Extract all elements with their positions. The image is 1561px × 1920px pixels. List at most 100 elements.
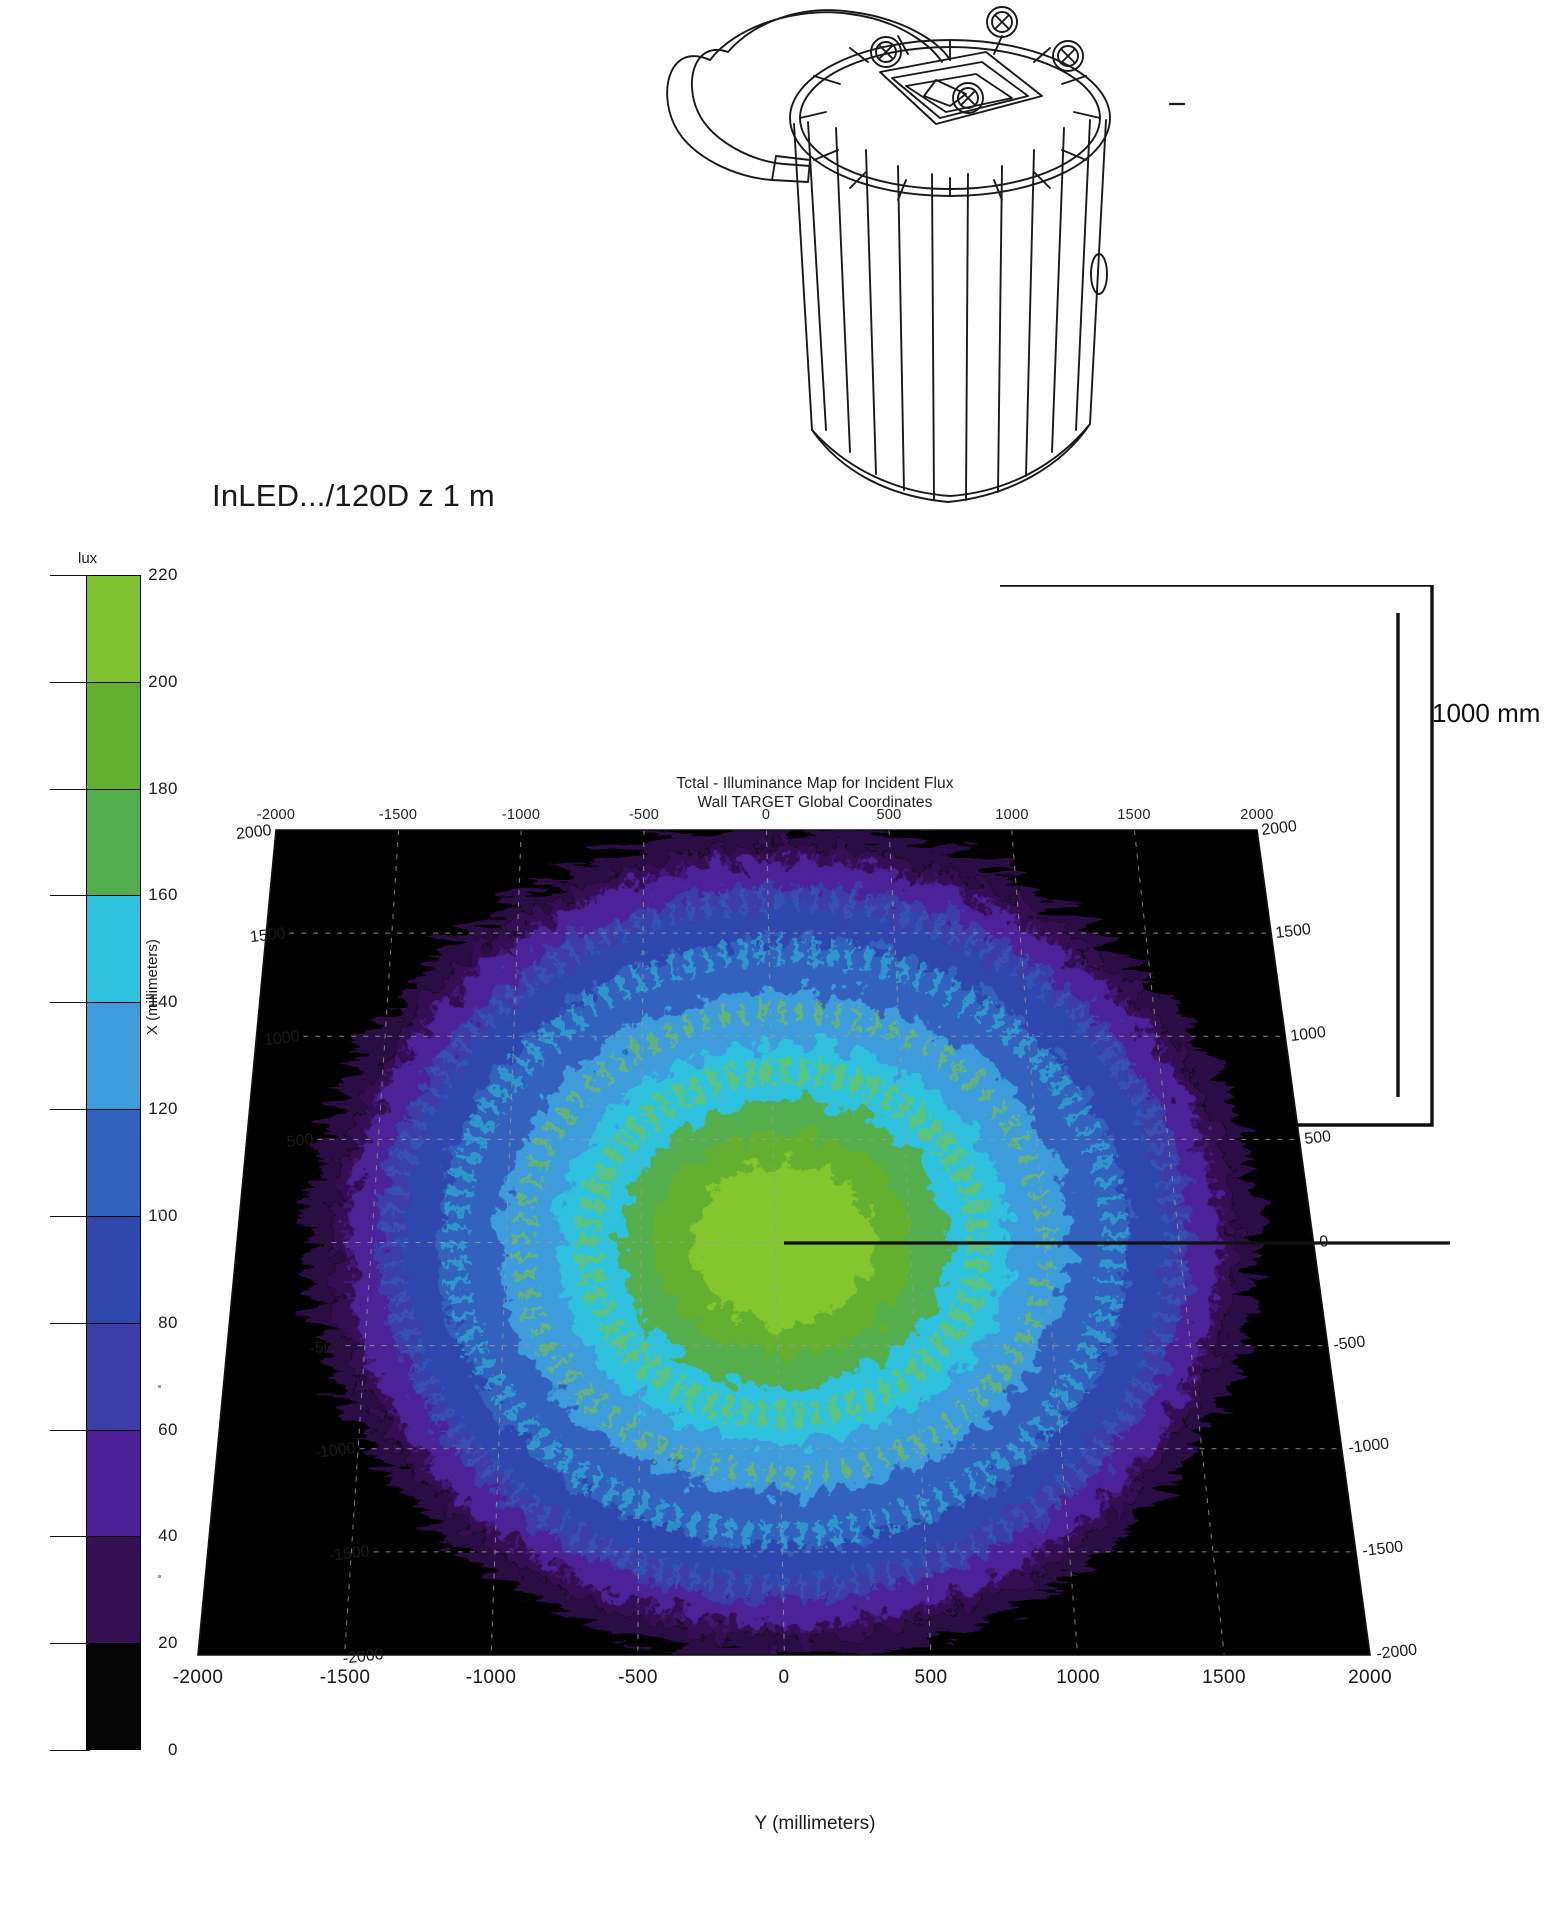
stray-dot	[158, 1575, 161, 1578]
x-tick-top: -2000	[256, 807, 296, 823]
wall-outline	[197, 829, 1371, 1656]
colorbar-band-80-100	[87, 1216, 140, 1324]
svg-text:-500: -500	[1333, 1333, 1367, 1354]
colorbar-band-40-60	[87, 1430, 140, 1538]
colorbar-band-0-20	[87, 1644, 140, 1749]
svg-text:-1000: -1000	[1348, 1435, 1391, 1457]
svg-text:1500: 1500	[1275, 921, 1312, 942]
colorbar-strip	[86, 575, 141, 1750]
colorbar-band-140-160	[87, 896, 140, 1004]
x-tick-top: -1500	[378, 807, 418, 823]
colorbar-band-60-80	[87, 1323, 140, 1431]
svg-text:1000: 1000	[263, 1028, 300, 1049]
svg-text:2000: 2000	[1261, 818, 1298, 839]
svg-text:0: 0	[1319, 1233, 1330, 1251]
colorbar-tick	[50, 1536, 90, 1538]
colorbar-tick	[50, 895, 90, 897]
plot-title-block: Tctal - Illuminance Map for Incident Flu…	[570, 775, 1060, 813]
svg-text:2000: 2000	[235, 822, 272, 843]
x-tick-bottom: 1500	[1202, 1667, 1246, 1688]
colorbar-tick	[50, 1002, 90, 1004]
colorbar-tick	[50, 1322, 90, 1324]
colorbar-band-20-40	[87, 1537, 140, 1645]
svg-text:500: 500	[1304, 1128, 1333, 1148]
x-tick-bottom: 0	[778, 1667, 790, 1688]
colorbar-band-separator	[86, 1429, 141, 1431]
x-tick-top: 2000	[1240, 807, 1274, 823]
page-title: InLED.../120D z 1 m	[212, 478, 495, 513]
colorbar-band-separator	[86, 788, 141, 790]
colorbar-tick	[50, 1643, 90, 1645]
colorbar-band-separator	[86, 1002, 141, 1004]
colorbar-tick	[50, 1429, 90, 1431]
colorbar-tick	[50, 788, 90, 790]
illuminance-plot: Tctal - Illuminance Map for Incident Flu…	[173, 775, 1450, 1850]
colorbar-tick-label: 80	[158, 1312, 178, 1332]
plot-surface-svg: 2000 1500 1000 500 0 -500 -1000 -1500 -2…	[197, 818, 1450, 1668]
colorbar-band-200-220	[87, 576, 140, 683]
svg-text:0: 0	[318, 1234, 329, 1252]
x-tick-bottom: 500	[914, 1667, 948, 1688]
x-tick-top: 1000	[995, 807, 1029, 823]
colorbar-band-separator	[86, 1109, 141, 1111]
x-tick-bottom: -1000	[465, 1667, 517, 1688]
svg-text:1000: 1000	[1290, 1024, 1327, 1045]
x-axis-title: Y (millimeters)	[754, 1813, 876, 1834]
svg-text:-1500: -1500	[1362, 1538, 1405, 1560]
colorbar-tick-label: 200	[148, 671, 178, 691]
colorbar-tick	[50, 1215, 90, 1217]
y-axis-right-labels: 2000 1500 1000 500 0 -500 -1000 -1500 -2…	[1261, 818, 1419, 1663]
svg-text:-2000: -2000	[342, 1646, 385, 1668]
x-tick-top: 0	[761, 807, 771, 823]
x-tick-bottom: 1000	[1056, 1667, 1100, 1688]
colorbar-axis-title: X (millimeters)	[144, 939, 161, 1035]
svg-text:-1500: -1500	[328, 1543, 371, 1565]
x-tick-bottom: -2000	[172, 1667, 224, 1688]
x-tick-top: -1000	[501, 807, 541, 823]
x-tick-top: 500	[876, 807, 902, 823]
colorbar-band-separator	[86, 895, 141, 897]
distance-label: 1000 mm	[1432, 698, 1541, 728]
colorbar-tick	[50, 1750, 90, 1751]
svg-text:-2000: -2000	[1376, 1641, 1419, 1663]
x-tick-bottom: -1500	[319, 1667, 371, 1688]
colorbar-tick-label: 180	[148, 778, 178, 798]
y-axis-left-labels: 2000 1500 1000 500 0 -500 -1000 -1500 -2…	[235, 822, 384, 1668]
colorbar-tick	[50, 681, 90, 683]
colorbar-unit-label: lux	[78, 550, 98, 567]
luminaire-svg	[666, 6, 1186, 503]
x-tick-top: -500	[628, 807, 660, 823]
colorbar-tick-label: 220	[148, 565, 178, 584]
colorbar: lux 220 200 180 160 140 120 100 80 60 40 20 0 X (mi…	[28, 550, 178, 1800]
x-tick-bottom: -500	[618, 1667, 658, 1688]
colorbar-band-separator	[86, 1215, 141, 1217]
svg-text:-500: -500	[309, 1337, 343, 1358]
plot-canvas: 2000 1500 1000 500 0 -500 -1000 -1500 -2…	[173, 775, 1450, 1850]
luminaire-line-drawing	[650, 0, 1190, 530]
colorbar-tick-label: 100	[148, 1205, 178, 1225]
colorbar-band-160-180	[87, 789, 140, 897]
colorbar-band-separator	[86, 1643, 141, 1645]
plot-title-line1: Tctal - Illuminance Map for Incident Flu…	[676, 775, 954, 792]
x-tick-top: 1500	[1117, 807, 1151, 823]
colorbar-tick	[50, 1109, 90, 1111]
x-tick-bottom: 2000	[1348, 1667, 1392, 1688]
svg-text:1500: 1500	[249, 925, 286, 946]
stray-dot	[158, 1385, 161, 1388]
stray-dot	[158, 1210, 161, 1213]
colorbar-band-180-200	[87, 682, 140, 790]
colorbar-tick-label: 40	[158, 1526, 178, 1546]
colorbar-band-120-140	[87, 1003, 140, 1111]
plot-title-line2: Wall TARGET Global Coordinates	[697, 793, 933, 811]
colorbar-tick-label: 60	[158, 1419, 178, 1439]
colorbar-tick-label: 140	[148, 992, 178, 1012]
colorbar-band-100-120	[87, 1110, 140, 1217]
colorbar-band-separator	[86, 1536, 141, 1538]
colorbar-tick-label: 120	[148, 1099, 178, 1119]
colorbar-tick	[50, 575, 90, 576]
colorbar-tick-label: 20	[158, 1633, 178, 1653]
colorbar-tick-label: 160	[148, 885, 178, 905]
colorbar-band-separator	[86, 681, 141, 683]
colorbar-tick-label: 0	[168, 1740, 178, 1759]
